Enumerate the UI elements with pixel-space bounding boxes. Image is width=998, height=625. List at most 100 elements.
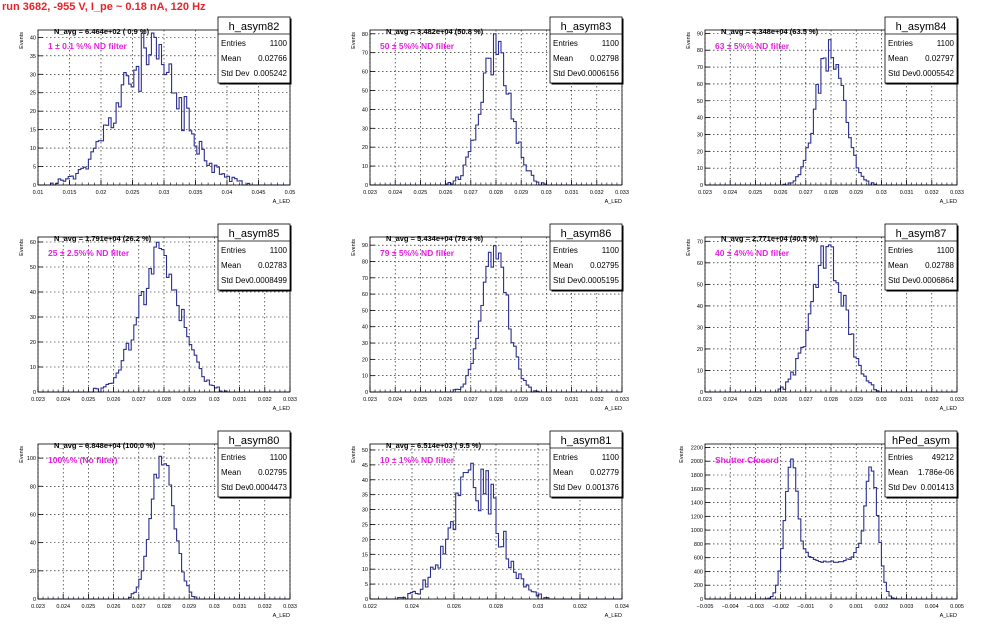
x-tick-label: 0.032 [573,604,587,610]
stats-value-entries: 1100 [602,39,620,48]
run-title: run 3682, -955 V, I_pe ~ 0.18 nA, 120 Hz [2,1,206,13]
stats-box [884,16,958,84]
stats-box [549,223,623,291]
y-tick-label: 50 [362,448,368,454]
stats-value-std: 0.0005542 [916,69,954,78]
x-tick-label: 0.026 [774,397,788,403]
x-tick-label: 0.029 [182,604,196,610]
x-tick-label: 0.024 [56,604,70,610]
x-tick-label: 0.032 [258,604,272,610]
x-tick-label: 0.026 [439,397,453,403]
x-tick-label: 0.023 [698,190,712,196]
x-tick-label: −0.004 [722,604,739,610]
x-tick-label: 0.024 [56,397,70,403]
x-tick-label: 0.028 [489,190,503,196]
y-tick-label: 40 [30,290,36,296]
x-tick-label: 0.029 [182,397,196,403]
y-tick-label: 80 [362,32,368,38]
y-tick-label: 15 [362,552,368,558]
x-tick-label: 0.005 [950,604,964,610]
x-tick-label: 0.033 [950,397,964,403]
x-axis-title: A_LED [940,613,957,619]
x-tick-label: 0.05 [285,190,296,196]
y-tick-label: 20 [362,537,368,543]
x-tick-label: 0.029 [849,190,863,196]
x-tick-label: 0.025 [82,604,96,610]
y-tick-label: 70 [362,276,368,282]
x-tick-label: 0.028 [824,397,838,403]
x-tick-label: 0.029 [514,397,528,403]
y-tick-label: 70 [362,51,368,57]
histogram-panel-h_asym86: 0.023 0.024 0.025 0.026 0.027 0.028 0.029 0.03 0… [351,223,629,412]
x-tick-label: 0.027 [799,190,813,196]
x-tick-label: 0.025 [414,397,428,403]
stats-label-std: Std Dev [221,276,249,285]
stats-value-std: 0.005242 [254,69,288,78]
y-tick-label: 0 [365,183,368,189]
y-axis-title: Events [351,239,357,256]
x-tick-label: 0.031 [233,397,247,403]
histogram-panel-h_asym87: 0.023 0.024 0.025 0.026 0.027 0.028 0.029 0.03 0… [686,223,964,412]
stats-label-mean: Mean [553,261,573,270]
y-tick-label: 90 [362,243,368,249]
stats-box [884,430,958,498]
y-tick-label: 20 [30,109,36,115]
y-tick-label: 10 [30,146,36,152]
y-tick-label: 5 [33,165,36,171]
filter-annotation: 50 ± 5%% ND filter [380,41,455,51]
x-tick-label: 0.025 [82,397,96,403]
y-tick-label: 20 [362,145,368,151]
y-tick-label: 1400 [691,501,703,507]
x-tick-label: 0.025 [749,397,763,403]
x-tick-label: 0.033 [950,190,964,196]
x-tick-label: 0.023 [31,604,45,610]
x-tick-label: 0.034 [615,604,629,610]
stats-label-std: Std Dev [553,276,581,285]
x-tick-label: 0.026 [107,604,121,610]
x-axis-title: A_LED [273,613,290,619]
stats-box [549,430,623,498]
y-tick-label: 30 [362,126,368,132]
x-tick-label: 0.035 [189,190,203,196]
x-tick-label: 0.03 [876,397,887,403]
y-tick-label: 60 [362,292,368,298]
filter-annotation: 100%% (No filter) [48,455,118,465]
x-axis-title: A_LED [940,406,957,412]
stats-value-entries: 1100 [602,453,620,462]
x-tick-label: 0.03 [209,397,220,403]
stats-value-entries: 1100 [937,39,955,48]
y-tick-label: 1600 [691,487,703,493]
x-tick-label: 0.03 [209,604,220,610]
x-tick-label: 0.029 [849,397,863,403]
filter-annotation: 1 ± 0.1 %% ND filter [48,41,128,51]
y-tick-label: 70 [697,239,703,245]
x-tick-label: 0.003 [900,604,914,610]
x-tick-label: 0.023 [31,397,45,403]
stats-label-mean: Mean [553,468,573,477]
x-tick-label: −0.005 [697,604,714,610]
y-tick-label: 1000 [691,528,703,534]
stats-label-entries: Entries [888,453,913,462]
y-tick-label: 10 [362,374,368,380]
histogram-line [38,241,290,393]
y-tick-label: 20 [697,347,703,353]
y-tick-label: 30 [697,132,703,138]
y-tick-label: 50 [362,88,368,94]
y-tick-label: 10 [362,164,368,170]
histogram-line [38,32,290,186]
x-tick-label: 0.022 [363,604,377,610]
y-axis-title: Events [19,32,25,49]
y-tick-label: 10 [697,368,703,374]
x-tick-label: 0.031 [565,397,579,403]
y-tick-label: 1200 [691,514,703,520]
histogram-name: h_asym85 [229,228,280,240]
x-axis-title: A_LED [605,613,622,619]
stats-label-std: Std Dev [888,483,916,492]
x-axis-title: A_LED [605,406,622,412]
y-tick-label: 10 [30,365,36,371]
stats-value-entries: 1100 [602,246,620,255]
filter-annotation: 25 ± 2.5%% ND filter [48,248,130,258]
y-tick-label: 20 [697,149,703,155]
y-tick-label: 15 [30,128,36,134]
navg-label: N_avg = 4.348e+04 (63.5 %) [721,27,819,36]
